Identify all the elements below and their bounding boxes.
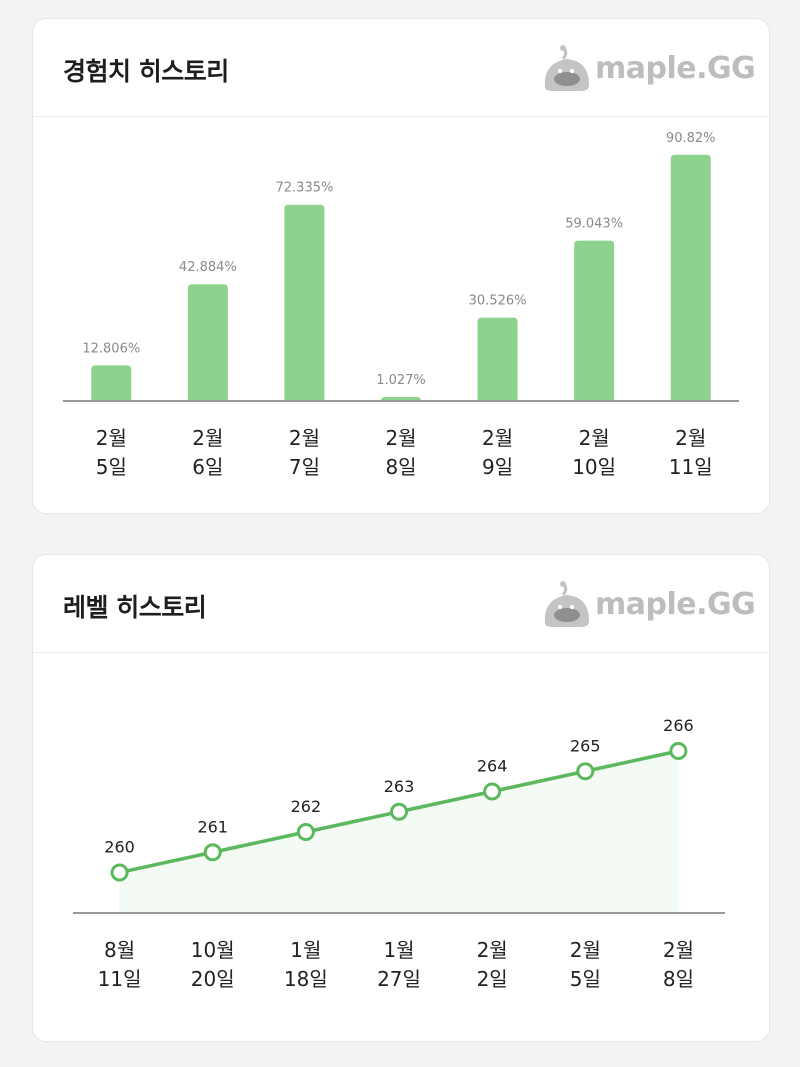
x-tick-label: 2월	[579, 426, 610, 450]
x-tick-label: 18일	[284, 967, 328, 991]
bar	[670, 154, 711, 400]
x-tick-label: 10일	[572, 455, 616, 479]
bar	[284, 204, 325, 400]
x-tick-label: 2월	[192, 426, 223, 450]
card-title: 레벨 히스토리	[63, 593, 207, 622]
x-tick-label: 2월	[663, 938, 694, 962]
bar-value-label: 1.027%	[376, 373, 426, 388]
maple-gg-logo: maple.GG	[541, 45, 756, 93]
bar-value-label: 72.335%	[276, 181, 334, 196]
x-tick-label: 2월	[385, 426, 416, 450]
x-tick-label: 8일	[663, 967, 694, 991]
bar-value-label: 42.884%	[179, 260, 237, 275]
x-tick-label: 2월	[482, 426, 513, 450]
card-header: 경험치 히스토리 maple.GG	[33, 19, 769, 117]
x-tick-label: 2월	[96, 426, 127, 450]
card-header: 레벨 히스토리 maple.GG	[33, 555, 769, 653]
card-title: 경험치 히스토리	[63, 57, 229, 86]
bar-value-label: 12.806%	[82, 341, 140, 356]
point-value-label: 260	[104, 838, 135, 857]
point-value-label: 263	[384, 777, 415, 796]
bar-value-label: 90.82%	[666, 131, 716, 146]
x-tick-label: 7일	[289, 455, 320, 479]
x-tick-label: 10월	[191, 938, 235, 962]
logo-text: maple.GG	[595, 51, 756, 86]
point-value-label: 262	[291, 797, 322, 816]
slime-icon	[544, 581, 589, 627]
x-tick-label: 5일	[570, 967, 601, 991]
point-value-label: 264	[477, 757, 508, 776]
data-point	[669, 742, 688, 760]
maple-gg-logo: maple.GG	[541, 581, 756, 629]
x-tick-label: 2월	[477, 938, 508, 962]
data-point	[203, 843, 222, 862]
x-tick-label: 1월	[383, 938, 414, 962]
x-tick-label: 6일	[192, 455, 223, 479]
data-point	[296, 823, 315, 841]
bar	[574, 240, 615, 400]
area-fill	[119, 751, 679, 913]
x-tick-label: 9일	[482, 455, 513, 479]
point-value-label: 266	[663, 716, 694, 735]
slime-icon	[544, 45, 589, 91]
point-value-label: 261	[197, 817, 228, 836]
level-line-chart: 260 8월 11일 261 10월 20일 262 1월 18일 263 1월 27일 264 2월 2일…	[73, 716, 725, 991]
bar	[187, 284, 228, 400]
exp-bar-chart: 12.806% 2월 5일 42.884% 2월 6일 72.335% 2월 7일 1.027% 2…	[63, 131, 739, 479]
x-tick-label: 5일	[96, 455, 127, 479]
data-point	[390, 802, 408, 821]
x-tick-label: 8일	[385, 455, 416, 479]
x-tick-label: 2월	[675, 426, 706, 450]
data-point	[483, 782, 502, 801]
data-point	[110, 863, 129, 882]
exp-history-card: 경험치 히스토리 maple.GG 12.806% 2월 5일 42.884% 2월 6일…	[32, 18, 770, 514]
x-tick-label: 1월	[290, 938, 321, 962]
x-tick-label: 8월	[104, 938, 135, 962]
bar-value-label: 30.526%	[469, 294, 527, 309]
x-tick-label: 2월	[570, 938, 601, 962]
x-tick-label: 11일	[98, 967, 142, 991]
data-point	[576, 762, 595, 781]
x-tick-label: 2일	[477, 967, 508, 991]
logo-text: maple.GG	[595, 587, 756, 622]
level-history-card: 레벨 히스토리 maple.GG 260 8월 11일 261 10월 20일 262 1월 1…	[32, 554, 770, 1042]
x-tick-label: 11일	[669, 455, 713, 479]
x-tick-label: 20일	[191, 967, 235, 991]
bar	[91, 365, 132, 400]
bar-value-label: 59.043%	[565, 217, 623, 232]
x-tick-label: 2월	[289, 426, 320, 450]
bar	[477, 317, 518, 400]
x-tick-label: 27일	[377, 967, 421, 991]
point-value-label: 265	[570, 736, 601, 755]
